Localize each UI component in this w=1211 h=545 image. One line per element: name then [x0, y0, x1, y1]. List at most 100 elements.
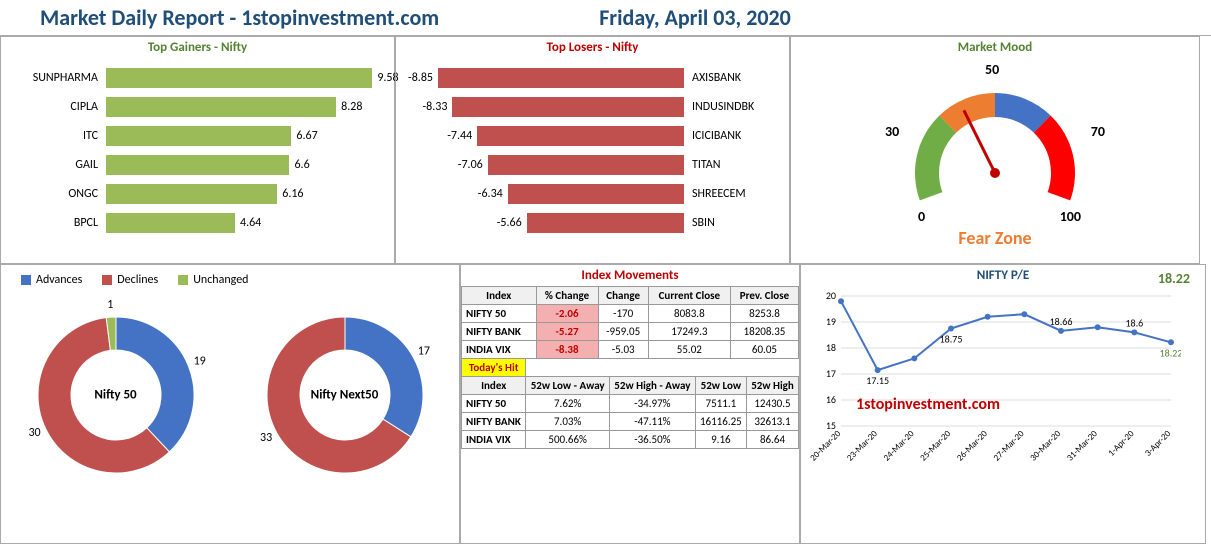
gainer-name: CIPLA — [11, 100, 106, 114]
legend-unchanged: Unchanged — [178, 273, 248, 287]
loser-row: SBIN -5.66 — [406, 208, 779, 237]
loser-row: INDUSINDBK -8.33 — [406, 92, 779, 121]
svg-text:26-Mar-20: 26-Mar-20 — [955, 428, 990, 463]
svg-text:20-Mar-20: 20-Mar-20 — [808, 428, 843, 463]
mood-gauge: 0 30 50 70 100 — [885, 63, 1105, 233]
idx-col: Index — [462, 287, 537, 305]
report-title: Market Daily Report - 1stopinvestment.co… — [40, 4, 439, 31]
idx-la: 7.62% — [526, 395, 610, 413]
idx-pct: -2.06 — [536, 305, 598, 323]
top-gainers-panel: Top Gainers - Nifty SUNPHARMA 9.58CIPLA … — [0, 36, 395, 264]
loser-name: TITAN — [684, 158, 779, 172]
pe-current-value: 18.22 — [1158, 270, 1190, 287]
idx-la: 7.03% — [526, 413, 610, 431]
idx-col: 52w Low — [695, 377, 746, 395]
svg-text:18: 18 — [826, 341, 836, 354]
idx-high: 32613.1 — [746, 413, 798, 431]
top-losers-panel: Top Losers - Nifty AXISBANK -8.85INDUSIN… — [395, 36, 790, 264]
svg-text:18.66: 18.66 — [1050, 315, 1073, 328]
gauge-label-50: 50 — [985, 61, 999, 78]
idx-cur: 8083.8 — [648, 305, 730, 323]
svg-text:33: 33 — [260, 431, 272, 445]
svg-text:30: 30 — [28, 426, 40, 440]
losers-title: Top Losers - Nifty — [396, 37, 789, 58]
idx-pct: -5.27 — [536, 323, 598, 341]
svg-text:24-Mar-20: 24-Mar-20 — [881, 428, 916, 463]
svg-text:18.22: 18.22 — [1160, 346, 1181, 359]
gainer-row: GAIL 6.6 — [11, 150, 384, 179]
gainers-chart: SUNPHARMA 9.58CIPLA 8.28ITC 6.67GAIL 6.6… — [1, 58, 394, 242]
svg-text:18.75: 18.75 — [940, 333, 963, 346]
idx-col: % Change — [536, 287, 598, 305]
idx-name: NIFTY 50 — [462, 395, 526, 413]
mood-title: Market Mood — [791, 37, 1199, 58]
report-date: Friday, April 03, 2020 — [599, 4, 791, 31]
pe-brand: 1stopinvestment.com — [856, 395, 1000, 414]
losers-chart: AXISBANK -8.85INDUSINDBK -8.33ICICIBANK … — [396, 58, 789, 242]
legend-advances: Advances — [21, 273, 82, 287]
adv-dec-panel: Advances Declines Unchanged 19301 Nifty … — [0, 264, 460, 544]
legend-declines: Declines — [102, 273, 158, 287]
gainer-name: ITC — [11, 129, 106, 143]
loser-name: INDUSINDBK — [684, 100, 779, 114]
idx-chg: -959.05 — [598, 323, 648, 341]
idx-col: Change — [598, 287, 648, 305]
loser-row: ICICIBANK -7.44 — [406, 121, 779, 150]
gainer-name: BPCL — [11, 216, 106, 230]
header: Market Daily Report - 1stopinvestment.co… — [0, 0, 1211, 36]
svg-text:31-Mar-20: 31-Mar-20 — [1065, 428, 1100, 463]
idx-high: 12430.5 — [746, 395, 798, 413]
svg-text:17: 17 — [826, 367, 836, 380]
loser-name: AXISBANK — [684, 71, 779, 85]
idx-low: 7511.1 — [695, 395, 746, 413]
gainer-name: SUNPHARMA — [11, 71, 106, 85]
svg-text:30-Mar-20: 30-Mar-20 — [1028, 428, 1063, 463]
idx-cur: 17249.3 — [648, 323, 730, 341]
idx-cur: 55.02 — [648, 341, 730, 359]
idx-name: INDIA VIX — [462, 341, 537, 359]
nifty-pe-panel: NIFTY P/E 18.22 15161718192017.1518.7518… — [800, 264, 1206, 544]
loser-row: TITAN -7.06 — [406, 150, 779, 179]
gauge-label-100: 100 — [1060, 208, 1081, 225]
idx-name: INDIA VIX — [462, 431, 526, 449]
loser-name: SBIN — [684, 216, 779, 230]
idx-ha: -36.50% — [609, 431, 695, 449]
idx-ha: -47.11% — [609, 413, 695, 431]
pe-line-chart: 15161718192017.1518.7518.6618.618.2220-M… — [801, 286, 1181, 486]
adv-dec-legend: Advances Declines Unchanged — [1, 265, 459, 295]
svg-text:1-Apr-20: 1-Apr-20 — [1106, 428, 1137, 459]
svg-text:19: 19 — [826, 315, 836, 328]
todays-hit: Today's Hit — [462, 359, 526, 377]
index-table-2: Today's HitIndex52w Low - Away52w High -… — [461, 358, 799, 449]
svg-text:25-Mar-20: 25-Mar-20 — [918, 428, 953, 463]
idx-pct: -8.38 — [536, 341, 598, 359]
svg-text:18.6: 18.6 — [1125, 316, 1143, 329]
idx-name: NIFTY 50 — [462, 305, 537, 323]
gainer-row: CIPLA 8.28 — [11, 92, 384, 121]
idx-low: 9.16 — [695, 431, 746, 449]
svg-text:23-Mar-20: 23-Mar-20 — [845, 428, 880, 463]
pe-title: NIFTY P/E — [801, 265, 1205, 286]
idx-name: NIFTY BANK — [462, 323, 537, 341]
idx-col: 52w Low - Away — [526, 377, 610, 395]
gainers-title: Top Gainers - Nifty — [1, 37, 394, 58]
donut-next50: 1733 Nifty Next50 — [250, 300, 440, 490]
svg-text:20: 20 — [826, 289, 836, 302]
gauge-label-70: 70 — [1091, 123, 1105, 140]
gauge-label-0: 0 — [918, 208, 925, 225]
idxmov-title: Index Movements — [461, 265, 799, 286]
gainer-row: BPCL 4.64 — [11, 208, 384, 237]
svg-text:3-Apr-20: 3-Apr-20 — [1143, 428, 1174, 459]
idx-col: 52w High — [746, 377, 798, 395]
gainer-row: ITC 6.67 — [11, 121, 384, 150]
idx-col: Current Close — [648, 287, 730, 305]
loser-name: SHREECEM — [684, 187, 779, 201]
donut-next50-label: Nifty Next50 — [311, 388, 379, 403]
svg-text:27-Mar-20: 27-Mar-20 — [991, 428, 1026, 463]
donut-nifty50-label: Nifty 50 — [94, 388, 136, 403]
idx-ha: -34.97% — [609, 395, 695, 413]
gauge-label-30: 30 — [885, 123, 899, 140]
gainer-name: ONGC — [11, 187, 106, 201]
gainer-name: GAIL — [11, 158, 106, 172]
gainer-row: ONGC 6.16 — [11, 179, 384, 208]
